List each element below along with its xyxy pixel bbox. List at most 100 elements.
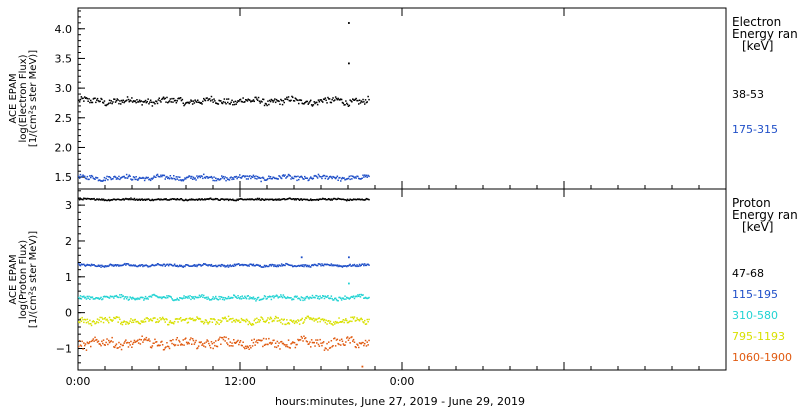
data-point <box>310 176 312 178</box>
data-point <box>146 339 148 342</box>
data-point <box>354 295 357 298</box>
data-point <box>127 98 130 101</box>
data-point <box>189 338 191 341</box>
data-point <box>136 178 138 181</box>
data-point <box>359 296 362 298</box>
data-point <box>233 265 235 267</box>
data-point <box>101 316 103 319</box>
data-point <box>218 264 220 267</box>
data-point <box>330 295 333 297</box>
data-point <box>334 264 336 266</box>
data-point <box>238 319 240 322</box>
data-point <box>155 321 157 324</box>
data-point <box>150 101 153 103</box>
data-point <box>327 198 329 201</box>
data-point <box>340 338 343 340</box>
data-point <box>156 173 159 176</box>
data-point <box>101 198 103 200</box>
data-point <box>328 322 331 324</box>
data-point <box>131 97 133 99</box>
data-point <box>267 177 269 180</box>
data-point <box>226 98 228 100</box>
data-point <box>293 296 296 298</box>
data-point <box>362 294 364 296</box>
data-point <box>196 175 198 177</box>
data-point <box>348 320 351 323</box>
data-point <box>134 199 136 201</box>
data-point <box>207 99 209 102</box>
data-point <box>256 99 259 101</box>
data-point <box>210 341 213 343</box>
data-point <box>110 178 112 181</box>
data-point <box>322 341 325 343</box>
data-point <box>79 344 82 346</box>
data-point <box>309 199 311 201</box>
data-point <box>204 199 207 201</box>
data-point <box>91 321 94 323</box>
data-point <box>197 345 200 347</box>
data-point <box>149 101 151 103</box>
data-point <box>188 317 190 320</box>
data-point <box>276 100 279 102</box>
data-point <box>233 176 236 178</box>
data-point <box>272 101 274 103</box>
data-point <box>260 180 262 183</box>
data-point <box>247 178 249 180</box>
data-point <box>140 264 142 266</box>
data-point <box>291 342 293 344</box>
series-1060-1900 <box>78 335 370 351</box>
data-point <box>114 98 116 100</box>
data-point <box>140 296 142 299</box>
data-point <box>336 98 339 101</box>
data-point <box>112 198 114 201</box>
data-point <box>170 321 172 324</box>
data-point <box>357 344 359 346</box>
data-point <box>313 320 315 322</box>
data-point <box>330 263 333 265</box>
data-point <box>236 198 238 201</box>
data-point <box>115 199 118 201</box>
x-axis: 0:00 12:00 0:00 <box>66 8 727 388</box>
data-point <box>194 295 196 298</box>
data-point <box>259 339 261 342</box>
data-point <box>179 264 181 266</box>
data-point <box>364 198 367 201</box>
data-point <box>222 198 225 201</box>
data-point <box>193 199 196 201</box>
data-point <box>172 198 174 200</box>
data-point <box>90 323 92 325</box>
data-point <box>247 346 249 348</box>
data-point <box>89 198 91 200</box>
data-point <box>358 177 360 180</box>
data-point <box>295 296 297 298</box>
data-point <box>364 99 367 101</box>
data-point <box>156 318 159 321</box>
data-point <box>339 339 341 342</box>
data-point <box>323 318 326 321</box>
data-point <box>172 265 174 267</box>
data-point <box>86 341 89 344</box>
data-point <box>358 346 360 349</box>
data-point <box>283 264 285 266</box>
data-point <box>328 264 330 266</box>
data-point <box>359 318 362 320</box>
data-point <box>245 318 248 321</box>
data-point <box>229 177 231 179</box>
data-point <box>100 199 102 201</box>
data-point <box>362 263 364 265</box>
data-point <box>342 198 345 200</box>
data-point <box>168 199 171 201</box>
data-point <box>113 176 115 178</box>
data-point <box>203 294 205 297</box>
data-point <box>360 317 362 320</box>
data-point <box>274 346 276 348</box>
data-point <box>203 321 206 324</box>
data-point <box>249 345 251 347</box>
data-point <box>274 342 277 344</box>
data-point <box>162 349 165 351</box>
data-point <box>353 341 356 343</box>
data-point <box>202 264 204 266</box>
data-point <box>99 198 101 201</box>
data-point <box>250 198 252 201</box>
